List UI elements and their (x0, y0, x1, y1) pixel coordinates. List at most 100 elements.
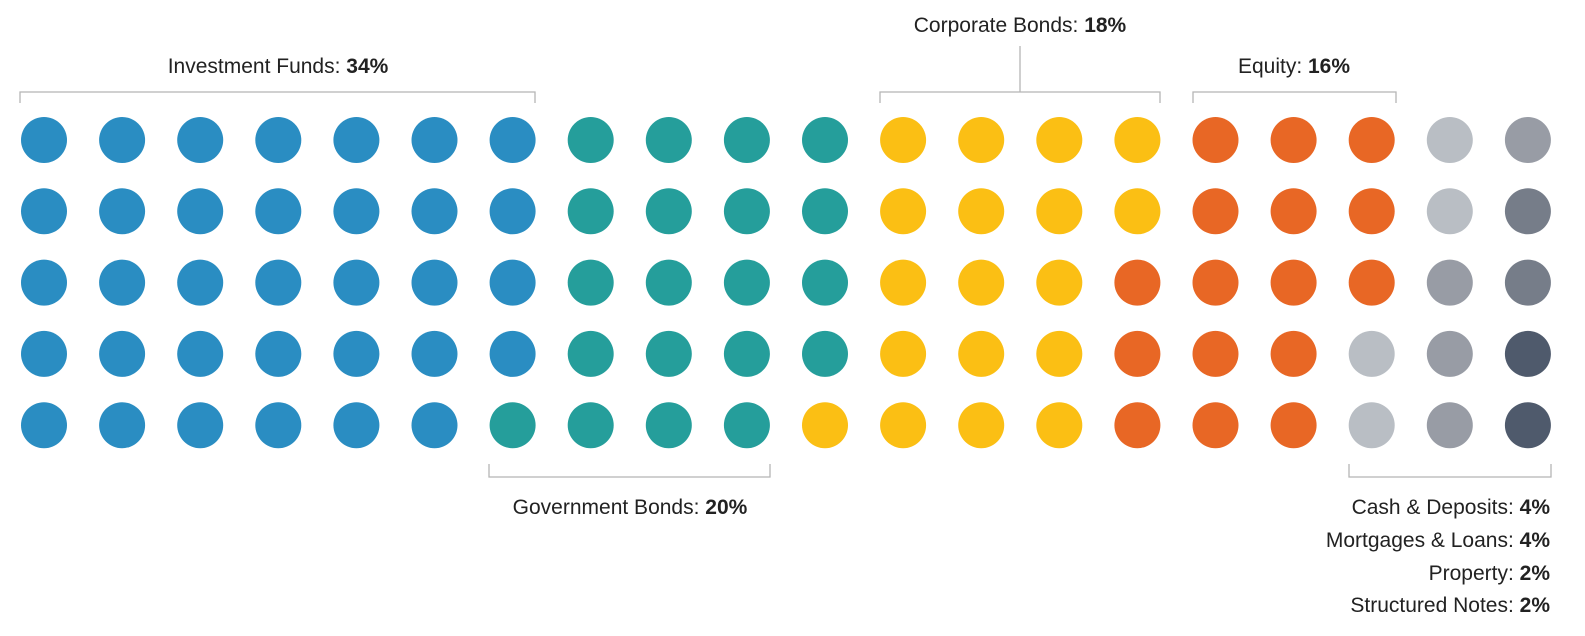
waffle-dot-equity (1348, 259, 1395, 306)
waffle-dot-investment-funds (99, 117, 146, 163)
waffle-dot-cash-deposits (1426, 188, 1473, 235)
waffle-dot-equity (1270, 117, 1317, 163)
waffle-dot-equity (1270, 330, 1317, 377)
label-equity: Equity: 16% (1238, 55, 1350, 78)
label-structured-notes: Structured Notes: 2% (1350, 594, 1550, 617)
waffle-dot-government-bonds (645, 188, 692, 235)
waffle-dot-corporate-bonds (880, 259, 927, 306)
bracket-other (1348, 464, 1552, 478)
waffle-dot-equity (1192, 330, 1239, 377)
waffle-dot-investment-funds (333, 188, 380, 235)
waffle-dot-government-bonds (645, 330, 692, 377)
waffle-dot-equity (1192, 188, 1239, 235)
waffle-dot-investment-funds (99, 402, 146, 449)
waffle-dot-corporate-bonds (1114, 188, 1161, 235)
waffle-dot-investment-funds (99, 259, 146, 306)
waffle-dot-structured-notes (1504, 330, 1551, 377)
label-property: Property: 2% (1429, 562, 1551, 585)
bracket-lines (19, 46, 1552, 478)
waffle-dot-corporate-bonds (958, 330, 1005, 377)
waffle-dot-government-bonds (723, 402, 770, 449)
waffle-dot-structured-notes (1504, 402, 1551, 449)
waffle-dot-corporate-bonds (1036, 117, 1083, 163)
waffle-dot-investment-funds (411, 330, 458, 377)
label-corporate-bonds: Corporate Bonds: 18% (914, 14, 1127, 37)
waffle-dot-equity (1348, 117, 1395, 163)
waffle-dot-investment-funds (99, 188, 146, 235)
waffle-dot-mortgages-loans (1426, 402, 1473, 449)
waffle-dot-equity (1192, 259, 1239, 306)
waffle-dot-mortgages-loans (1504, 117, 1551, 163)
waffle-dot-corporate-bonds (802, 402, 848, 449)
waffle-dot-equity (1270, 402, 1317, 449)
waffle-dot-investment-funds (177, 259, 224, 306)
waffle-dot-corporate-bonds (880, 117, 927, 163)
waffle-dot-government-bonds (802, 330, 848, 377)
waffle-dot-investment-funds (177, 117, 224, 163)
waffle-dot-government-bonds (723, 117, 770, 163)
waffle-dot-government-bonds (567, 330, 614, 377)
waffle-dot-mortgages-loans (1426, 259, 1473, 306)
waffle-dot-property (1504, 259, 1551, 306)
waffle-dot-cash-deposits (1348, 402, 1395, 449)
waffle-dot-equity (1270, 188, 1317, 235)
waffle-dot-government-bonds (645, 402, 692, 449)
waffle-dot-corporate-bonds (1036, 259, 1083, 306)
waffle-dot-investment-funds (21, 402, 67, 449)
waffle-dot-corporate-bonds (958, 117, 1005, 163)
label-cash-deposits: Cash & Deposits: 4% (1352, 496, 1551, 519)
waffle-dot-investment-funds (489, 259, 536, 306)
waffle-dot-investment-funds (21, 188, 67, 235)
waffle-dot-government-bonds (567, 117, 614, 163)
waffle-dot-investment-funds (255, 117, 302, 163)
waffle-dot-investment-funds (21, 330, 67, 377)
waffle-dot-investment-funds (255, 259, 302, 306)
bracket-equity (1192, 91, 1397, 103)
waffle-dot-corporate-bonds (1036, 188, 1083, 235)
waffle-dot-corporate-bonds (958, 259, 1005, 306)
waffle-dot-corporate-bonds (880, 188, 927, 235)
waffle-dot-government-bonds (802, 117, 848, 163)
waffle-dot-government-bonds (489, 402, 536, 449)
waffle-dot-property (1504, 188, 1551, 235)
waffle-dot-investment-funds (489, 330, 536, 377)
waffle-dot-equity (1114, 259, 1161, 306)
waffle-dot-corporate-bonds (958, 188, 1005, 235)
waffle-dot-corporate-bonds (1036, 402, 1083, 449)
waffle-dot-equity (1348, 188, 1395, 235)
waffle-dot-investment-funds (333, 259, 380, 306)
waffle-dot-investment-funds (177, 402, 224, 449)
waffle-dot-investment-funds (411, 117, 458, 163)
waffle-dot-investment-funds (177, 330, 224, 377)
label-government-bonds: Government Bonds: 20% (513, 496, 748, 519)
waffle-dot-cash-deposits (1426, 117, 1473, 163)
waffle-dot-investment-funds (411, 259, 458, 306)
bracket-investment-funds (19, 91, 536, 103)
waffle-dot-government-bonds (723, 188, 770, 235)
waffle-dot-government-bonds (723, 259, 770, 306)
waffle-dot-government-bonds (723, 330, 770, 377)
bracket-corporate-bonds (879, 46, 1161, 103)
waffle-dot-mortgages-loans (1426, 330, 1473, 377)
waffle-dot-equity (1192, 117, 1239, 163)
waffle-dot-investment-funds (255, 330, 302, 377)
waffle-dot-cash-deposits (1348, 330, 1395, 377)
waffle-dot-equity (1270, 259, 1317, 306)
waffle-dot-corporate-bonds (880, 402, 927, 449)
bracket-government-bonds (488, 464, 771, 478)
waffle-dots (21, 117, 1551, 449)
waffle-dot-investment-funds (99, 330, 146, 377)
waffle-dot-equity (1192, 402, 1239, 449)
waffle-dot-corporate-bonds (1036, 330, 1083, 377)
waffle-dot-investment-funds (255, 188, 302, 235)
waffle-dot-investment-funds (177, 188, 224, 235)
waffle-dot-government-bonds (645, 117, 692, 163)
waffle-dot-investment-funds (411, 402, 458, 449)
waffle-dot-investment-funds (411, 188, 458, 235)
waffle-dot-investment-funds (255, 402, 302, 449)
label-mortgages-loans: Mortgages & Loans: 4% (1326, 529, 1550, 552)
waffle-dot-investment-funds (489, 117, 536, 163)
waffle-dot-government-bonds (802, 188, 848, 235)
waffle-dot-government-bonds (645, 259, 692, 306)
